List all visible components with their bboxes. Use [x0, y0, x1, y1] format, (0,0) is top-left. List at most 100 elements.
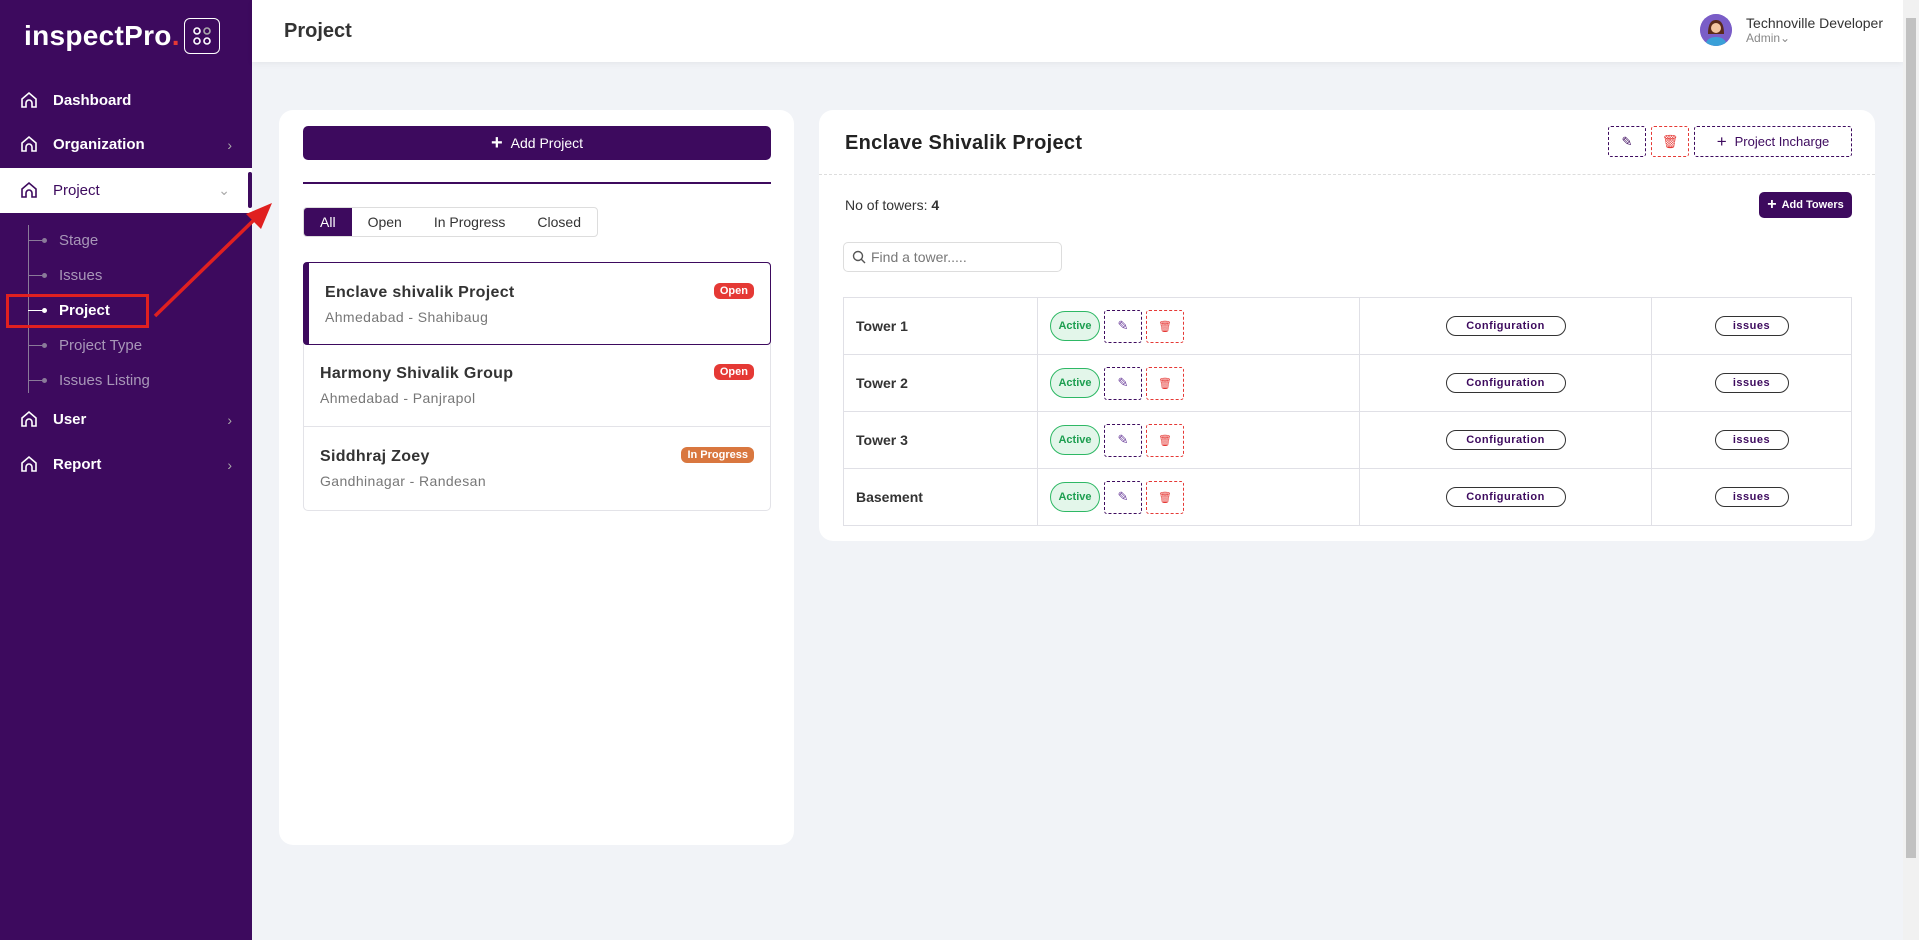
pencil-icon: ✎ [1117, 489, 1129, 504]
sidebar-item-user[interactable]: User › [0, 397, 252, 442]
home-icon [21, 455, 37, 472]
active-marker [248, 172, 252, 208]
submenu-label: Issues Listing [59, 371, 150, 389]
plus-icon: + [1767, 196, 1777, 213]
project-list-item[interactable]: Harmony Shivalik Group Ahmedabad - Panjr… [304, 344, 770, 427]
sidebar-item-label: User [53, 411, 87, 428]
issues-button[interactable]: issues [1714, 373, 1789, 393]
user-menu[interactable]: Technoville Developer Admin⌄ [1700, 14, 1883, 46]
tab-closed[interactable]: Closed [537, 214, 581, 230]
tab-in-progress[interactable]: In Progress [433, 214, 506, 230]
project-name: Siddhraj Zoey [320, 448, 430, 465]
plus-icon: + [1716, 131, 1727, 151]
submenu-item-project[interactable]: Project [28, 296, 110, 324]
page-scrollbar[interactable] [1903, 0, 1919, 940]
status-badge[interactable]: Active [1050, 368, 1100, 398]
sidebar: inspectPro. Dashboard Organization › Pro… [0, 0, 252, 940]
delete-tower-button[interactable]: 🗑 [1146, 480, 1184, 514]
home-icon [21, 135, 37, 152]
trash-icon: 🗑 [1661, 133, 1679, 149]
sidebar-item-label: Project [53, 182, 100, 199]
issues-button[interactable]: issues [1714, 430, 1789, 450]
table-row: Tower 2 Active ✎ 🗑 Configuration issues [843, 354, 1852, 412]
edit-tower-button[interactable]: ✎ [1104, 309, 1142, 343]
project-location: Ahmedabad - Shahibaug [325, 309, 489, 325]
trash-icon: 🗑 [1158, 377, 1172, 390]
brand-logo[interactable]: inspectPro. [24, 16, 220, 56]
status-tabs: All Open In Progress Closed [303, 207, 598, 237]
chevron-down-icon: ⌄ [1780, 31, 1791, 45]
tower-count-value: 4 [931, 197, 940, 213]
tower-count: No of towers: 4 [845, 197, 939, 213]
sidebar-item-organization[interactable]: Organization › [0, 122, 252, 167]
tower-name: Tower 3 [843, 411, 1038, 469]
delete-tower-button[interactable]: 🗑 [1146, 423, 1184, 457]
project-location: Ahmedabad - Panjrapol [320, 390, 476, 406]
configuration-button[interactable]: Configuration [1445, 373, 1566, 393]
edit-project-button[interactable]: ✎ [1608, 126, 1646, 157]
project-list-item[interactable]: Siddhraj Zoey Gandhinagar - Randesan In … [304, 427, 770, 510]
tab-open[interactable]: Open [367, 214, 402, 230]
home-icon [21, 181, 37, 198]
status-badge[interactable]: Active [1050, 482, 1100, 512]
tower-search [843, 242, 1062, 272]
delete-project-button[interactable]: 🗑 [1651, 126, 1689, 157]
divider [303, 182, 771, 184]
add-towers-button[interactable]: + Add Towers [1759, 192, 1852, 218]
search-icon [852, 250, 866, 264]
brand-dot: . [171, 20, 180, 51]
avatar [1700, 14, 1733, 46]
sidebar-item-dashboard[interactable]: Dashboard [0, 78, 252, 123]
brand-name: inspectPro [24, 20, 172, 51]
configuration-button[interactable]: Configuration [1445, 487, 1566, 507]
configuration-button[interactable]: Configuration [1445, 430, 1566, 450]
configuration-button[interactable]: Configuration [1445, 316, 1566, 336]
issues-button[interactable]: issues [1714, 487, 1789, 507]
project-list: Enclave shivalik Project Ahmedabad - Sha… [303, 262, 771, 511]
home-icon [21, 410, 37, 427]
tab-all[interactable]: All [304, 208, 352, 236]
divider [819, 174, 1875, 175]
project-detail-panel: Enclave Shivalik Project ✎ 🗑 + Project In… [819, 110, 1875, 541]
status-badge[interactable]: Active [1050, 425, 1100, 455]
sidebar-item-report[interactable]: Report › [0, 442, 252, 487]
annotation-arrow-icon [153, 203, 272, 318]
chevron-down-icon: ⌄ [218, 182, 230, 198]
trash-icon: 🗑 [1158, 434, 1172, 447]
plus-icon: + [490, 131, 503, 154]
scrollbar-thumb[interactable] [1906, 18, 1916, 858]
submenu-line [28, 225, 29, 393]
edit-tower-button[interactable]: ✎ [1104, 423, 1142, 457]
submenu-item-stage[interactable]: Stage [28, 226, 98, 254]
project-list-item[interactable]: Enclave shivalik Project Ahmedabad - Sha… [303, 262, 771, 345]
sidebar-item-label: Organization [53, 136, 145, 153]
status-badge: Open [713, 283, 754, 299]
project-name: Enclave shivalik Project [325, 284, 515, 301]
issues-button[interactable]: issues [1714, 316, 1789, 336]
table-row: Tower 3 Active ✎ 🗑 Configuration issues [843, 411, 1852, 469]
tower-name: Tower 1 [843, 297, 1038, 355]
tower-search-input[interactable] [871, 249, 1051, 265]
project-incharge-label: Project Incharge [1734, 134, 1830, 149]
submenu-label: Issues [59, 266, 103, 284]
apps-grid-icon[interactable] [183, 18, 220, 54]
pencil-icon: ✎ [1117, 432, 1129, 447]
add-project-button[interactable]: + Add Project [303, 126, 771, 160]
tower-name: Tower 2 [843, 354, 1038, 412]
submenu-item-issues[interactable]: Issues [28, 261, 102, 289]
chevron-right-icon: › [227, 456, 232, 473]
home-icon [21, 91, 37, 108]
edit-tower-button[interactable]: ✎ [1104, 480, 1142, 514]
submenu-item-project-type[interactable]: Project Type [28, 331, 142, 359]
add-towers-label: Add Towers [1781, 199, 1844, 211]
status-badge[interactable]: Active [1050, 311, 1100, 341]
edit-tower-button[interactable]: ✎ [1104, 366, 1142, 400]
delete-tower-button[interactable]: 🗑 [1146, 366, 1184, 400]
submenu-item-issues-listing[interactable]: Issues Listing [28, 366, 150, 394]
delete-tower-button[interactable]: 🗑 [1146, 309, 1184, 343]
page-title: Project [284, 20, 352, 42]
chevron-right-icon: › [227, 136, 232, 153]
trash-icon: 🗑 [1158, 320, 1172, 333]
project-incharge-button[interactable]: + Project Incharge [1694, 126, 1852, 157]
sidebar-item-project[interactable]: Project ⌄ [0, 168, 252, 213]
